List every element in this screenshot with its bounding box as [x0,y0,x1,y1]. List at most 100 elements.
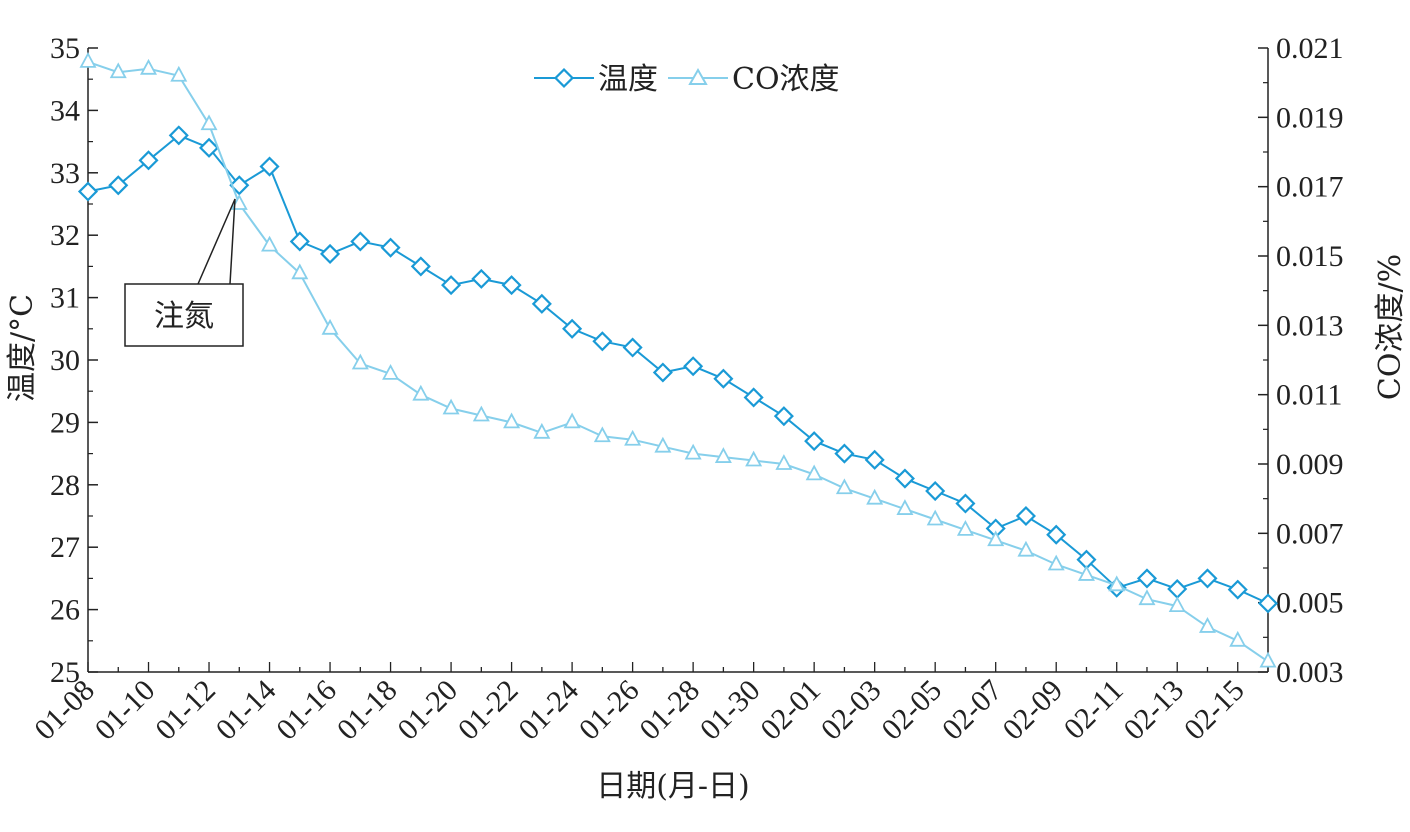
x-tick-label: 02-09 [996,674,1069,747]
temperature-point [531,293,552,314]
left-tick-label: 34 [50,94,80,127]
right-tick-label: 0.019 [1276,101,1344,134]
temperature-point [773,406,794,427]
annotation-nitrogen: 注氮 [124,198,244,347]
left-tick-label: 26 [50,594,80,627]
temperature-point [350,231,371,252]
co-concentration-point [1229,630,1247,647]
x-tick-label: 01-16 [270,674,343,747]
x-tick-label: 02-15 [1178,674,1251,747]
left-tick-label: 35 [50,32,80,65]
temperature-point [259,156,280,177]
left-tick-label: 25 [50,656,80,689]
legend-label-co: CO浓度 [732,62,840,97]
left-tick-label: 28 [50,469,80,502]
temperature-point [380,237,401,258]
temperature-point [1197,568,1218,589]
x-tick-label: 01-24 [512,674,585,747]
co-concentration-point [926,509,944,526]
temperature-point [622,337,643,358]
x-tick-label: 02-13 [1117,674,1190,747]
x-tick-label: 01-18 [331,674,404,747]
legend-marker-co [688,67,708,85]
right-tick-label: 0.003 [1276,656,1344,689]
co-concentration-point [170,65,188,82]
temperature-line [87,134,1269,605]
temperature-point [1046,524,1067,545]
temperature-point [1136,568,1158,589]
co-concentration-point [472,405,490,422]
temperature-point [138,150,159,171]
temperature-point [320,243,341,264]
co-concentration-point [79,51,97,68]
temperature-point [410,256,431,277]
co-concentration-point [230,194,248,210]
right-tick-label: 0.017 [1276,171,1344,204]
temperature-point [652,362,673,383]
co-concentration-point [1047,554,1065,571]
co-concentration-point [1138,589,1156,606]
left-axis-ticks: 25 26 27 28 29 30 31 32 33 34 35 [50,32,98,689]
right-tick-label: 0.013 [1276,309,1344,342]
x-tick-label: 01-30 [694,674,767,747]
temperature-point [1167,578,1188,600]
right-tick-label: 0.005 [1276,587,1344,620]
x-tick-label: 01-12 [149,674,222,747]
co-concentration-point [593,426,611,443]
x-axis-ticks: 01-0801-1001-1201-1401-1601-1801-2001-22… [28,662,1269,747]
x-tick-label: 02-07 [936,674,1009,747]
right-axis-ticks: 0.003 0.005 0.007 0.009 0.011 0.013 0.015 0.017… [1258,32,1344,689]
left-tick-label: 33 [50,157,80,190]
temperature-point [441,275,462,296]
left-tick-label: 31 [50,282,80,315]
legend-label-temperature: 温度 [598,62,658,97]
co-concentration-point [382,363,400,380]
temperature-point [108,175,129,196]
x-tick-label: 02-11 [1058,674,1130,746]
co-concentration-point [896,499,914,515]
x-tick-label: 01-14 [210,674,283,747]
temperature-point [562,318,583,339]
co-concentration-point [1108,575,1126,592]
co-concentration-point [442,398,460,415]
co-concentration-point [624,429,642,446]
annotation-box [124,283,244,347]
temperature-point [864,449,885,470]
temperature-point [501,275,522,296]
x-axis-title: 日期(月-日) [596,769,750,804]
right-tick-label: 0.009 [1276,448,1344,481]
x-tick-label: 01-28 [633,674,706,747]
left-tick-label: 30 [50,344,80,377]
left-tick-label: 29 [50,406,80,439]
left-axis-title: 温度/°C [5,294,40,402]
x-tick-label: 01-26 [573,674,646,747]
temperature-point [229,175,250,196]
co-concentration-point [563,412,581,429]
annotation-label: 注氮 [154,299,214,334]
left-tick-label: 27 [50,531,80,564]
co-concentration-point [291,263,309,280]
co-concentration-point [1198,617,1216,633]
x-tick-label: 01-22 [452,674,525,747]
co-concentration-point [956,519,974,536]
legend: 温度 CO浓度 [534,62,840,97]
temperature-point [289,231,310,252]
temperature-point [1076,549,1097,570]
co-concentration-point [140,58,158,75]
co-concentration-point [1017,540,1035,557]
co-concentration-point [261,235,279,252]
annotation-callout-line [197,198,236,285]
temperature-point [743,387,764,408]
temperature-point [77,181,99,202]
left-tick-label: 32 [50,219,80,252]
co-concentration-point [775,454,793,470]
temperature-point [985,518,1006,539]
co-concentration-point [1077,565,1095,581]
temperature-point [168,125,189,146]
co-concentration-point [745,450,763,467]
co-concentration-point [533,422,551,439]
right-tick-label: 0.021 [1276,32,1344,65]
co-concentration-point [321,318,339,335]
co-concentration-point [200,114,218,131]
